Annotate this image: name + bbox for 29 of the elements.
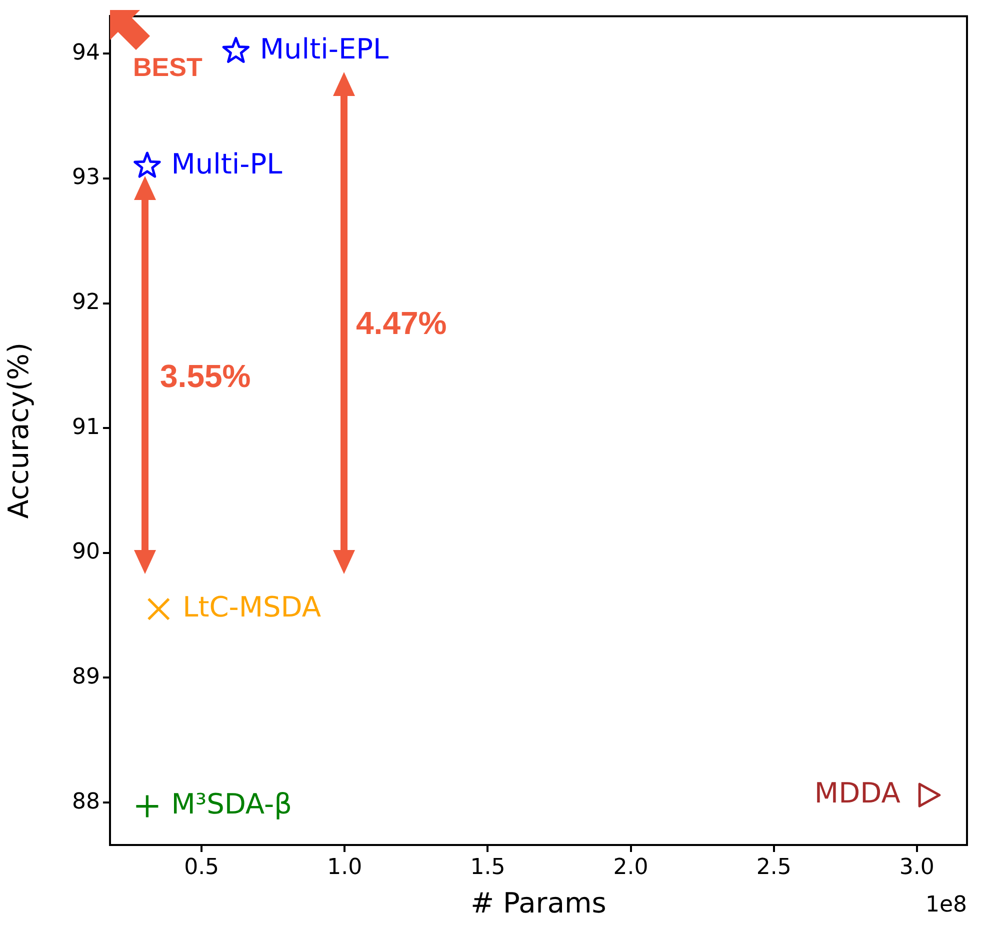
series-label: M³SDA-β xyxy=(171,788,292,821)
x-axis-title: # Params xyxy=(470,886,606,920)
series-label: LtC-MSDA xyxy=(182,590,322,624)
point xyxy=(134,152,161,178)
series-label: Multi-EPL xyxy=(260,32,390,66)
y-axis-title: Accuracy(%) xyxy=(2,342,36,519)
x-tick-label: 3.0 xyxy=(899,854,934,880)
point xyxy=(136,795,158,818)
text: 1e8 xyxy=(925,892,967,918)
x-tick-label: 0.5 xyxy=(184,854,220,880)
series-label: MDDA xyxy=(814,776,900,810)
y-tick-label: 91 xyxy=(72,414,100,440)
y-tick-label: 92 xyxy=(72,290,100,316)
y-tick-label: 89 xyxy=(72,664,100,690)
point xyxy=(148,598,170,620)
annotation: 4.47% xyxy=(356,304,447,341)
annotation: 3.55% xyxy=(160,358,251,394)
annotation: BEST xyxy=(133,52,202,82)
point xyxy=(222,36,250,63)
y-tick-label: 88 xyxy=(72,789,100,814)
y-tick-label: 94 xyxy=(72,40,100,66)
series-label: Multi-PL xyxy=(171,147,283,180)
x-tick-label: 1.5 xyxy=(470,854,506,880)
y-tick-label: 90 xyxy=(72,540,100,565)
x-tick-label: 1.0 xyxy=(327,854,362,880)
x-tick-label: 2.0 xyxy=(613,854,648,880)
y-tick-label: 93 xyxy=(72,165,100,190)
point xyxy=(918,782,941,808)
x-tick-label: 2.5 xyxy=(756,854,792,880)
